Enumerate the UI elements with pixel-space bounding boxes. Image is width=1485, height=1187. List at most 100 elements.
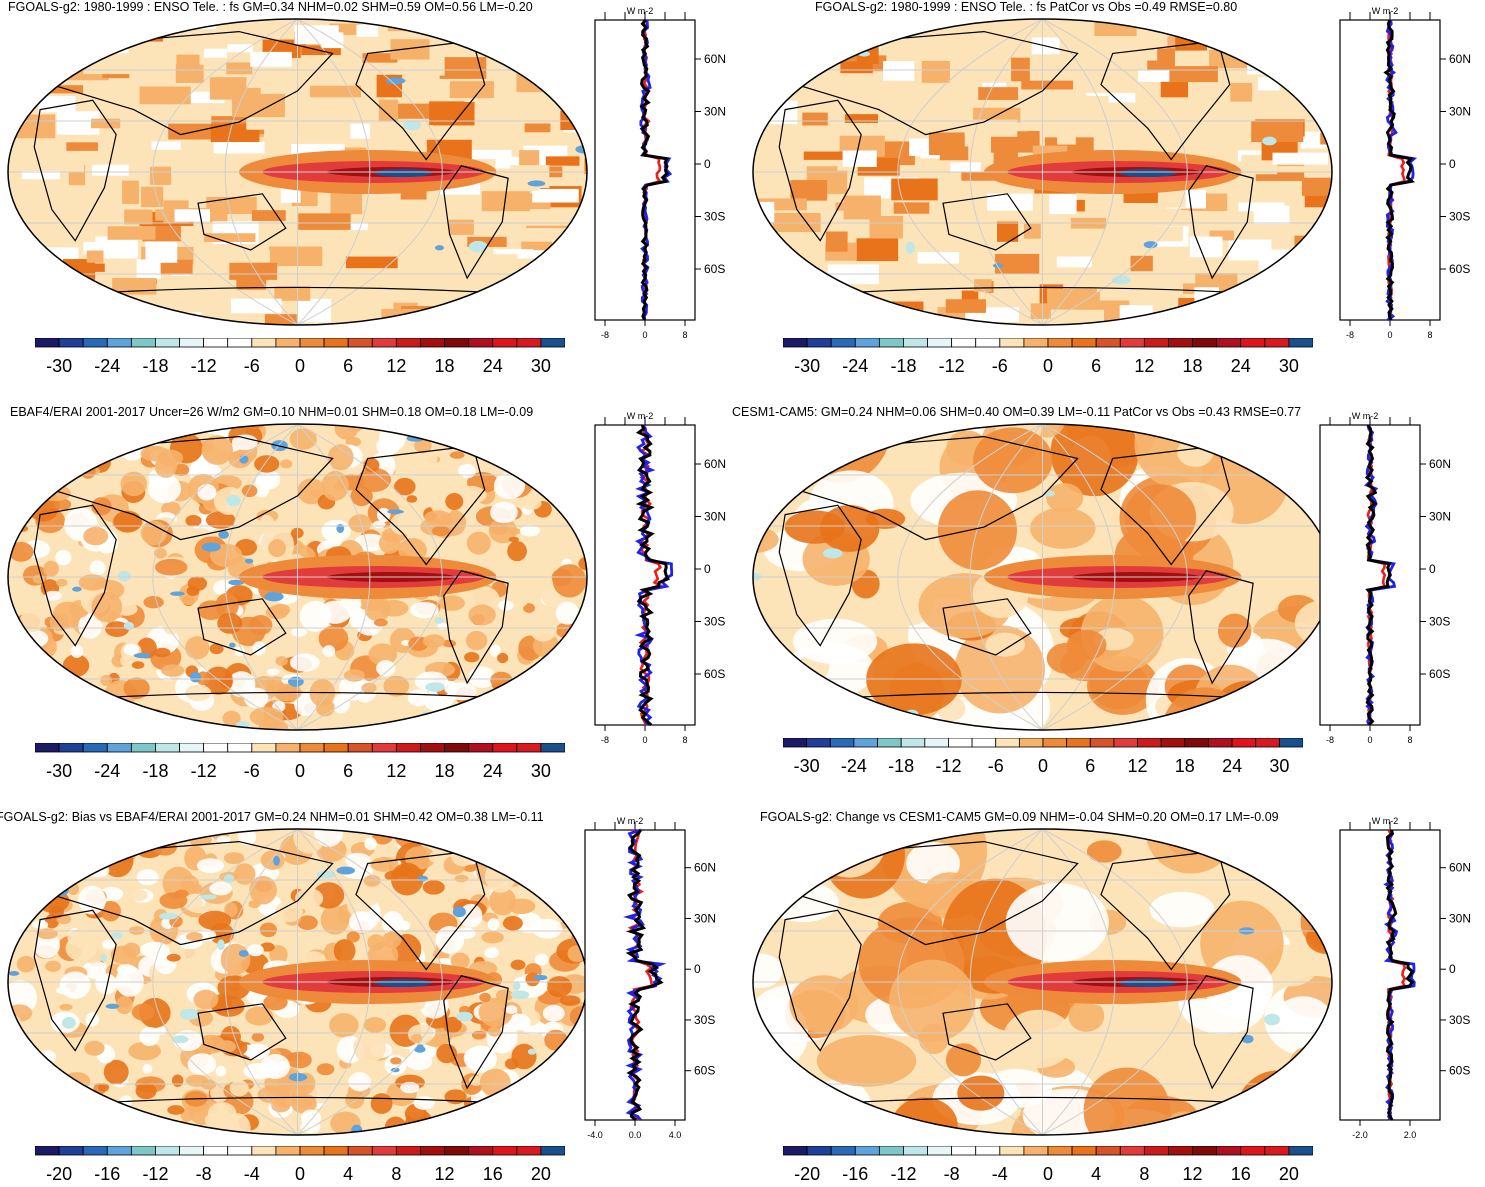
- colorbar-swatch: [806, 1146, 832, 1156]
- field-blob: [68, 841, 85, 851]
- field-blob: [361, 682, 377, 694]
- colorbar-label: -12: [142, 1164, 168, 1184]
- colorbar-swatch: [82, 338, 108, 348]
- colorbar-swatch: [1071, 338, 1097, 348]
- field-blob: [320, 904, 350, 935]
- field-blob: [49, 858, 69, 878]
- field-blob: [8, 510, 16, 521]
- field-blob: [102, 939, 116, 950]
- zonal-x-tick-label: -8: [601, 330, 609, 340]
- colorbar-swatch: [106, 338, 132, 348]
- colorbar-swatch: [540, 743, 565, 753]
- negative-anomaly: [434, 245, 444, 251]
- colorbar-swatch: [1047, 1146, 1073, 1156]
- greenland-outline: [501, 841, 545, 877]
- field-cell: [556, 43, 576, 55]
- colorbar-label: 8: [1139, 1164, 1149, 1184]
- negative-anomaly: [468, 240, 488, 253]
- australia-outline: [942, 598, 1032, 656]
- field-blob: [562, 425, 587, 443]
- colorbar-swatch: [347, 338, 373, 348]
- field-cell: [825, 231, 848, 252]
- field-blob: [217, 612, 243, 634]
- field-blob: [367, 934, 385, 951]
- panel-title: FGOALS-g2: Change vs CESM1-CAM5 GM=0.09 …: [760, 810, 1279, 824]
- field-blob: [553, 1078, 583, 1108]
- colorbar: -20 -16 -12 -8 -4 0 4 8 12 16 20: [35, 1146, 565, 1184]
- field-blob: [12, 841, 38, 861]
- colorbar-label: 8: [391, 1164, 401, 1184]
- field-cell: [108, 31, 163, 42]
- lat-tick-label: 60N: [1449, 861, 1471, 875]
- greenland-outline: [1246, 841, 1290, 877]
- field-blob: [1305, 861, 1332, 892]
- negative-anomaly: [264, 591, 284, 602]
- colorbar-label: 6: [343, 761, 353, 781]
- field-blob: [488, 707, 503, 721]
- field-cell: [1130, 255, 1153, 272]
- negative-anomaly: [527, 180, 546, 187]
- field-blob: [753, 668, 775, 689]
- colorbar-swatch: [948, 738, 973, 748]
- field-cell: [251, 210, 286, 221]
- field-blob: [8, 1113, 16, 1122]
- greenland-outline: [1246, 436, 1290, 472]
- field-blob: [119, 424, 147, 440]
- field-blob: [487, 918, 500, 931]
- negative-anomaly: [95, 850, 103, 863]
- colorbar-label: 18: [1175, 756, 1195, 776]
- colorbar-swatch: [927, 338, 953, 348]
- colorbar-swatch: [1095, 1146, 1121, 1156]
- field-blob: [157, 449, 184, 467]
- field-blob: [1217, 613, 1252, 648]
- field-cell: [21, 171, 60, 180]
- field-cell: [577, 210, 587, 234]
- zonal-model-curve: [625, 829, 664, 1122]
- lat-tick-label: 30N: [1449, 911, 1471, 925]
- colorbar-swatch: [1184, 738, 1209, 748]
- field-cell: [558, 266, 578, 278]
- negative-anomaly: [229, 642, 236, 648]
- field-cell: [893, 202, 930, 214]
- colorbar-swatch: [783, 338, 808, 348]
- field-blob: [187, 576, 208, 591]
- field-blob: [552, 675, 566, 689]
- field-cell: [151, 141, 181, 150]
- colorbar-label: -30: [46, 356, 72, 376]
- field-cell: [1272, 152, 1328, 165]
- field-blob: [558, 683, 583, 703]
- field-blob: [75, 829, 94, 842]
- field-cell: [803, 151, 846, 160]
- field-cell: [419, 316, 450, 325]
- field-blob: [407, 689, 430, 707]
- field-blob: [15, 657, 29, 669]
- field-blob: [518, 426, 538, 439]
- colorbar-swatch: [877, 738, 902, 748]
- field-blob: [142, 1064, 153, 1074]
- field-blob: [468, 604, 496, 626]
- field-blob: [390, 513, 415, 535]
- colorbar-label: -24: [94, 356, 120, 376]
- field-cell: [330, 192, 363, 215]
- negative-anomaly: [456, 1011, 473, 1022]
- negative-anomaly: [8, 698, 18, 704]
- field-blob: [123, 677, 150, 700]
- field-blob: [69, 1116, 88, 1129]
- field-cell: [1221, 97, 1263, 117]
- field-blob: [123, 643, 139, 656]
- field-cell: [92, 164, 129, 176]
- negative-anomaly: [16, 494, 25, 505]
- field-cell: [1086, 92, 1136, 103]
- field-blob: [434, 717, 462, 730]
- field-blob: [547, 863, 563, 873]
- panel-5: FGOALS-g2: Bias vs EBAF4/ERAI 2001-2017 …: [0, 810, 740, 1187]
- colorbar-swatch: [854, 338, 880, 348]
- negative-anomaly: [35, 471, 56, 481]
- colorbar-label: 4: [343, 1164, 353, 1184]
- field-blob: [522, 689, 548, 713]
- colorbar-label: 12: [1183, 1164, 1203, 1184]
- negative-anomaly: [856, 832, 866, 842]
- field-cell: [1049, 194, 1077, 215]
- colorbar-label: 0: [295, 1164, 305, 1184]
- field-blob: [21, 451, 41, 466]
